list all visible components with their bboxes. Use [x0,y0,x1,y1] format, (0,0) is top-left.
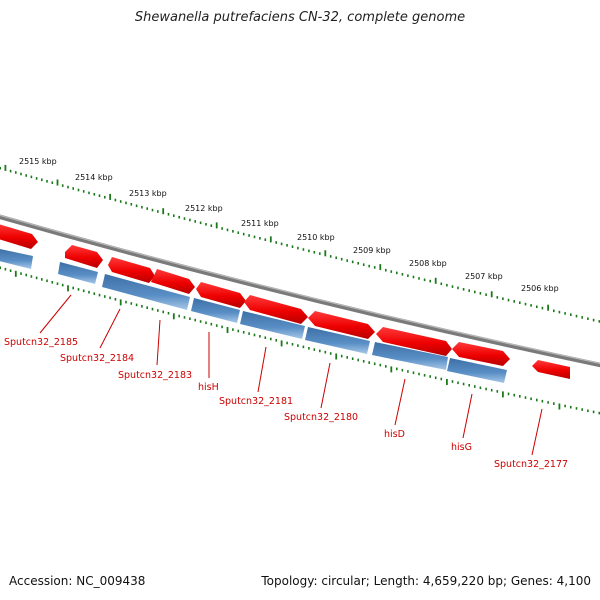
gene-label: Sputcn32_2183 [118,370,192,381]
gene-label: hisH [198,382,219,393]
reverse-gene-bar [305,327,370,354]
reverse-gene-bar [191,298,240,323]
reverse-gene-bar [240,311,305,339]
leader-line [531,408,543,456]
kbp-label: 2514 kbp [75,173,113,182]
forward-gene-arrow [0,224,38,249]
kbp-label: 2510 kbp [297,233,335,242]
kbp-label: 2511 kbp [241,219,279,228]
genome-backbone [0,214,600,368]
kbp-label: 2513 kbp [129,189,167,198]
gene-label: Sputcn32_2180 [284,412,358,423]
forward-gene-arrow [108,257,155,283]
inner-tick-track [0,266,600,415]
gene-label: Sputcn32_2185 [4,337,78,348]
kbp-label: 2515 kbp [19,157,57,166]
accession-text: Accession: NC_009438 [9,574,146,588]
reverse-gene-bar [58,262,98,284]
reverse-gene-bar [372,342,448,370]
leader-line [39,294,72,334]
outer-tick-track [0,164,600,323]
kbp-scale-labels: 2515 kbp 2514 kbp 2513 kbp 2512 kbp 2511… [19,157,559,293]
kbp-label: 2507 kbp [465,272,503,281]
leader-line [462,393,473,439]
gene-label: hisG [451,442,472,453]
gene-labels: Sputcn32_2185 Sputcn32_2184 Sputcn32_218… [4,337,568,470]
map-title: Shewanella putrefaciens CN-32, complete … [134,10,466,25]
leader-line [394,378,406,426]
genome-summary-text: Topology: circular; Length: 4,659,220 bp… [261,574,591,588]
reverse-gene-bar [102,274,190,310]
leader-line [257,346,267,393]
leader-line [320,362,331,409]
kbp-label: 2512 kbp [185,204,223,213]
forward-gene-arrow [65,245,103,268]
forward-gene-arrow [196,282,246,308]
forward-gene-arrow [308,311,375,339]
gene-label: hisD [384,429,405,440]
kbp-label: 2509 kbp [353,246,391,255]
leader-line [156,319,161,366]
forward-gene-arrow [151,269,195,294]
forward-genes [0,224,570,379]
reverse-gene-bar [0,249,33,269]
forward-gene-arrow [532,360,570,379]
kbp-label: 2506 kbp [521,284,559,293]
gene-label: Sputcn32_2181 [219,396,293,407]
gene-label: Sputcn32_2184 [60,353,134,364]
forward-gene-arrow [244,295,308,324]
genome-backbone-highlight [0,214,600,365]
reverse-gene-bar [447,358,507,383]
leader-line [99,308,121,349]
gene-label-leaders [39,294,543,456]
forward-gene-arrow [452,342,510,366]
kbp-label: 2508 kbp [409,259,447,268]
forward-gene-arrow [376,327,452,356]
gene-label: Sputcn32_2177 [494,459,568,470]
reverse-genes [0,249,507,383]
